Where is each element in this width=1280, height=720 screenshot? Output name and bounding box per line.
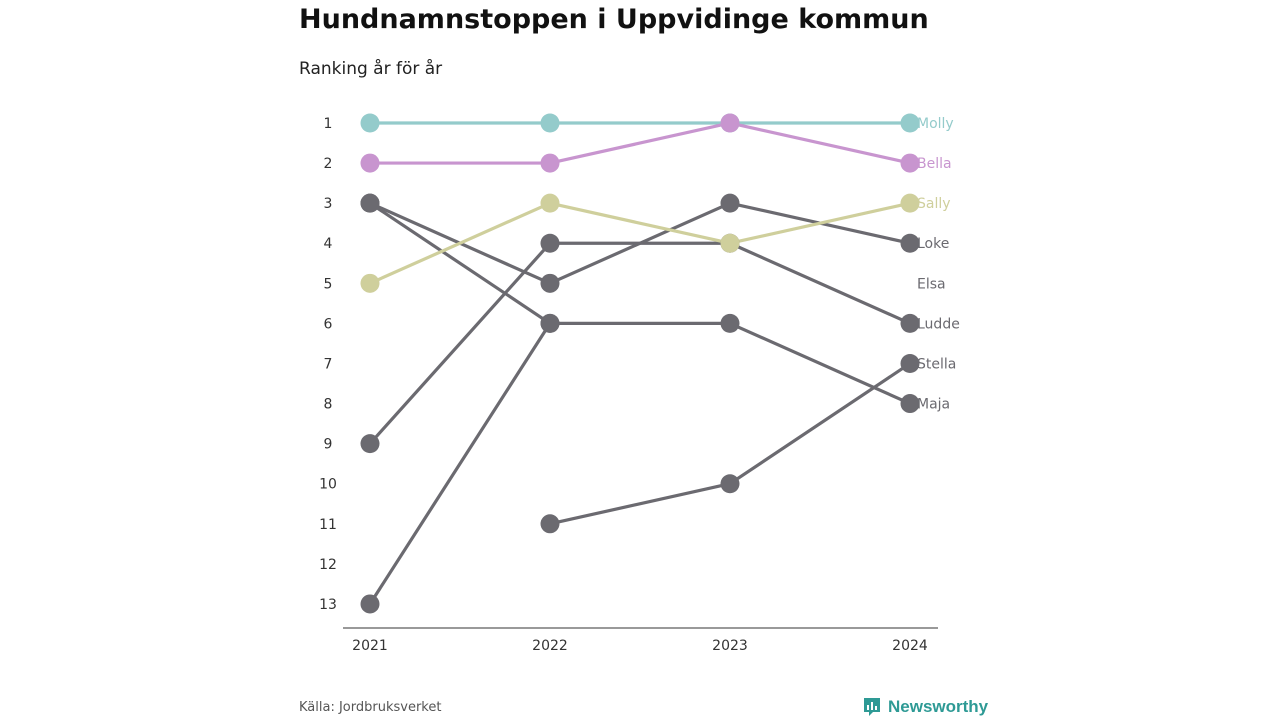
point-maja xyxy=(360,594,380,614)
series-line xyxy=(369,201,551,325)
series-line-sally xyxy=(369,201,911,285)
point-bella xyxy=(540,153,560,173)
point-bella xyxy=(360,153,380,173)
point-stella xyxy=(900,353,920,373)
point-molly xyxy=(540,113,560,133)
series-label-ludde: Ludde xyxy=(917,316,960,332)
y-tick-label: 7 xyxy=(324,356,333,372)
y-tick-label: 13 xyxy=(319,597,337,613)
brand-logo: Newsworthy xyxy=(862,696,988,718)
y-tick-label: 10 xyxy=(319,477,337,493)
point-loke xyxy=(900,233,920,253)
y-tick-label: 6 xyxy=(324,316,333,332)
point xyxy=(540,313,560,333)
x-tick-label: 2024 xyxy=(892,638,928,654)
series-label-molly: Molly xyxy=(917,116,954,132)
y-tick-label: 5 xyxy=(324,276,333,292)
y-tick-label: 3 xyxy=(324,196,333,212)
point-ludde xyxy=(900,313,920,333)
point-sally xyxy=(900,193,920,213)
newsworthy-logo-icon xyxy=(864,698,880,716)
point-bella xyxy=(900,153,920,173)
series-label-sally: Sally xyxy=(917,196,951,212)
series-line-maja xyxy=(368,321,911,605)
point-maja xyxy=(720,313,740,333)
chart-subtitle: Ranking år för år xyxy=(299,59,443,79)
x-tick-label: 2021 xyxy=(352,638,388,654)
y-tick-label: 2 xyxy=(324,156,333,172)
series-line-ludde xyxy=(368,241,911,445)
y-tick-label: 11 xyxy=(319,517,337,533)
y-tick-label: 1 xyxy=(324,116,333,132)
series-line-bella xyxy=(370,121,911,165)
source-note: Källa: Jordbruksverket xyxy=(299,700,442,715)
series-line-stella xyxy=(549,362,911,526)
y-tick-label: 12 xyxy=(319,557,337,573)
point-ludde xyxy=(540,233,560,253)
point-maja xyxy=(900,394,920,414)
point-loke xyxy=(720,193,740,213)
chart-title: Hundnamnstoppen i Uppvidinge kommun xyxy=(299,4,929,35)
point xyxy=(360,193,380,213)
point-molly xyxy=(900,113,920,133)
series-label-stella: Stella xyxy=(917,356,956,372)
series-label-bella: Bella xyxy=(917,156,952,172)
point-bella xyxy=(720,113,740,133)
y-tick-label: 9 xyxy=(324,437,333,453)
brand-name: Newsworthy xyxy=(888,697,989,716)
x-tick-label: 2023 xyxy=(712,638,748,654)
y-tick-label: 8 xyxy=(324,397,333,413)
point-sally xyxy=(720,233,740,253)
y-tick-label: 4 xyxy=(324,236,333,252)
point-stella xyxy=(720,474,740,494)
point-sally xyxy=(360,273,380,293)
point-sally xyxy=(540,193,560,213)
x-tick-label: 2022 xyxy=(532,638,568,654)
series-label-maja: Maja xyxy=(917,397,950,413)
point-loke xyxy=(540,273,560,293)
series-label-loke: Loke xyxy=(917,236,949,252)
point-molly xyxy=(360,113,380,133)
series-label-elsa: Elsa xyxy=(917,276,946,292)
point-ludde xyxy=(360,434,380,454)
point-stella xyxy=(540,514,560,534)
